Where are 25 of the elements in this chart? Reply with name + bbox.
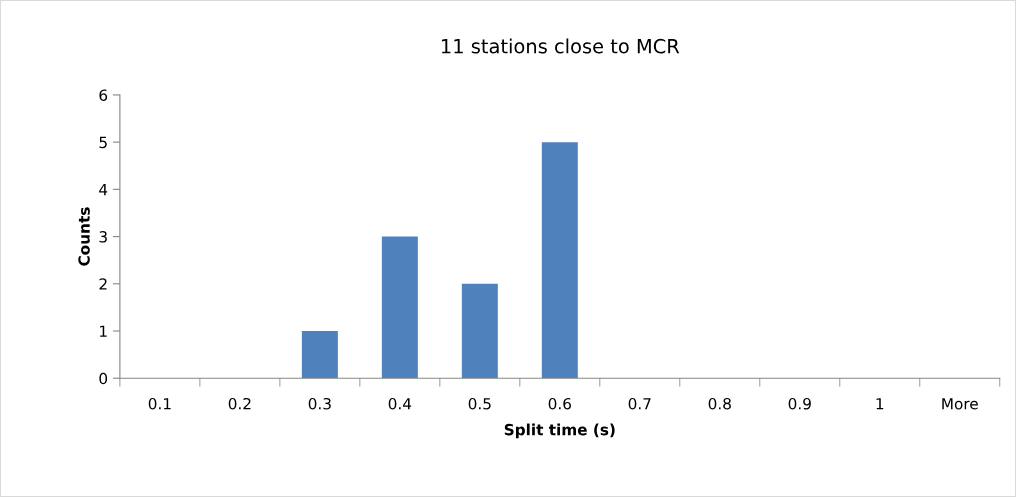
y-axis-title: Counts: [78, 207, 90, 266]
bar: [301, 331, 338, 379]
y-tick-label: 2: [99, 278, 107, 290]
bar: [461, 283, 498, 379]
bar: [381, 236, 418, 379]
x-tick-label: 0.1: [148, 397, 171, 410]
y-tick-label: 3: [99, 231, 107, 243]
x-tick-label: 0.5: [468, 397, 491, 410]
x-tick-label: 0.2: [228, 397, 251, 410]
x-tick-label: 0.4: [388, 397, 412, 410]
x-tick-label: 0.6: [548, 397, 571, 410]
x-tick-label: 0.8: [708, 397, 731, 410]
x-axis-title: Split time (s): [504, 423, 615, 439]
x-tick-label: 0.9: [788, 397, 811, 410]
bar: [541, 142, 578, 379]
x-tick-label: 1: [876, 398, 884, 410]
x-tick-label: 0.7: [628, 397, 651, 410]
y-tick-label: 6: [99, 89, 108, 101]
y-tick-label: 4: [99, 184, 108, 196]
y-tick-label: 1: [100, 325, 107, 337]
y-tick-label: 5: [99, 136, 107, 149]
x-tick-label: 0.3: [308, 397, 331, 410]
x-tick-label: More: [942, 398, 978, 410]
chart-title: 11 stations close to MCR: [441, 38, 680, 54]
y-tick-label: 0: [99, 372, 108, 385]
